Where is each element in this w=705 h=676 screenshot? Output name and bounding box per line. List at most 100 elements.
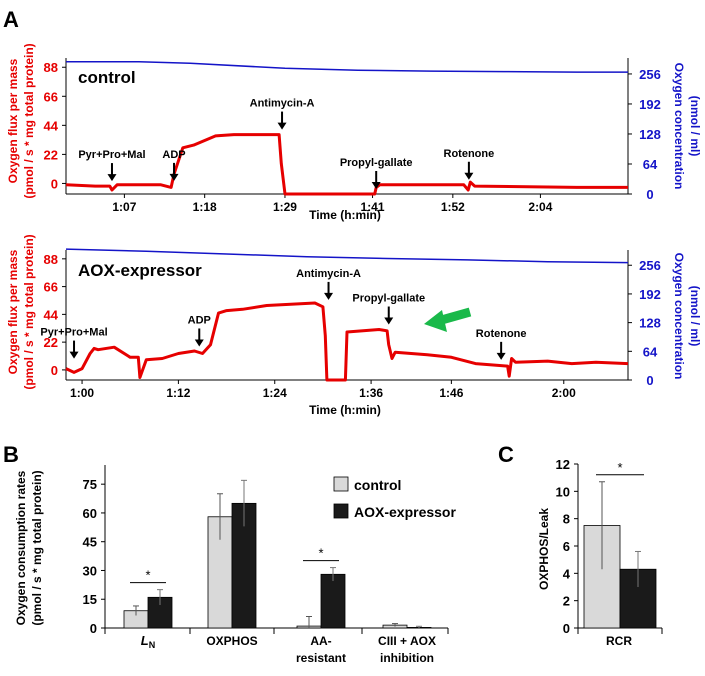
b-cat-aa-1: AA- bbox=[310, 634, 331, 648]
left-tick-label: 44 bbox=[44, 118, 59, 133]
a2-plot: 88 66 44 22 0 256 192 128 64 0 1:00 1:12 1:24 1:36 1:4… bbox=[40, 248, 661, 400]
a1-ylabel-right-2: (nmol / ml) bbox=[688, 96, 702, 157]
left-tick-label: 66 bbox=[44, 280, 58, 295]
y-tick-label: 75 bbox=[83, 477, 97, 492]
left-tick-label: 88 bbox=[44, 252, 58, 267]
left-tick-label: 0 bbox=[51, 176, 58, 191]
y-tick-label: 12 bbox=[556, 457, 570, 472]
b-cat-ciii-1: CIII + AOX bbox=[378, 634, 436, 648]
x-tick-label: 2:04 bbox=[528, 200, 552, 214]
panel-label-b: B bbox=[3, 442, 19, 467]
annotation-arrow-head bbox=[277, 122, 287, 130]
left-tick-label: 22 bbox=[44, 335, 58, 350]
annotation-label: Pyr+Pro+Mal bbox=[78, 149, 145, 161]
a1-ylabel-right-1: Oxygen concentration bbox=[672, 63, 686, 190]
b-ylabel-2: (pmol / s * mg total protein) bbox=[30, 470, 44, 625]
c-cat-rcr: RCR bbox=[606, 634, 632, 648]
panel-b: 0 15 30 45 60 75 * * Oxygen consumption rates (… bbox=[14, 465, 456, 665]
legend-swatch-aox bbox=[333, 503, 349, 519]
c-ylabel: OXPHOS/Leak bbox=[537, 508, 551, 590]
x-tick-label: 1:41 bbox=[361, 200, 385, 214]
x-tick-label: 2:00 bbox=[552, 386, 576, 400]
b-cat-aa-2: resistant bbox=[296, 651, 346, 665]
a2-xlabel: Time (h:min) bbox=[309, 403, 381, 417]
x-tick-label: 1:36 bbox=[359, 386, 383, 400]
annotation-label: Rotenone bbox=[444, 148, 495, 160]
x-tick-label: 1:29 bbox=[273, 200, 297, 214]
y-tick-label: 0 bbox=[563, 621, 570, 636]
left-tick-label: 66 bbox=[44, 89, 58, 104]
annotation-label: Rotenone bbox=[476, 328, 527, 340]
a2-ylabel-left-1: Oxygen flux per mass bbox=[6, 249, 20, 374]
left-tick-label: 0 bbox=[51, 363, 58, 378]
panel-label-c: C bbox=[498, 442, 514, 467]
left-tick-label: 22 bbox=[44, 147, 58, 162]
annotation-arrow-head bbox=[107, 174, 117, 182]
legend-label-control: control bbox=[354, 477, 401, 493]
b-cat-ln-sub: N bbox=[149, 640, 156, 650]
significance-star: * bbox=[617, 460, 622, 475]
x-tick-label: 1:00 bbox=[70, 386, 94, 400]
legend-label-aox: AOX-expressor bbox=[354, 504, 456, 520]
a1-plot: 88 66 44 22 0 256 192 128 64 0 1:07 1:18 1:29 1:41 1:5… bbox=[44, 58, 661, 214]
y-tick-label: 4 bbox=[563, 566, 571, 581]
right-tick-label: 64 bbox=[643, 344, 658, 359]
annotation-arrow-head bbox=[169, 173, 179, 181]
annotation-label: ADP bbox=[188, 314, 211, 326]
c-plot: 0 2 4 6 8 10 12 * bbox=[556, 457, 663, 636]
b-plot: 0 15 30 45 60 75 * * bbox=[83, 465, 449, 636]
a2-ylabel-right-1: Oxygen concentration bbox=[672, 253, 686, 380]
y-tick-label: 45 bbox=[83, 535, 97, 550]
b-ylabel-1: Oxygen consumption rates bbox=[14, 470, 28, 625]
right-tick-label: 256 bbox=[639, 258, 661, 273]
b-legend: control AOX-expressor bbox=[333, 476, 456, 520]
oxygen-flux-line bbox=[65, 301, 629, 382]
annotation-arrow-head bbox=[69, 351, 79, 359]
annotation-arrow-head bbox=[384, 317, 394, 325]
oxygen-flux-line bbox=[65, 133, 628, 196]
annotation-arrow-head bbox=[324, 292, 334, 300]
a2-ylabel-left-2: (pmol / s * mg total protein) bbox=[22, 234, 36, 389]
x-tick-label: 1:52 bbox=[441, 200, 465, 214]
a2-ylabel-right-2: (nmol / ml) bbox=[688, 286, 702, 347]
y-tick-label: 8 bbox=[563, 512, 570, 527]
oxygen-concentration-line bbox=[65, 248, 629, 264]
annotation-label: ADP bbox=[162, 149, 185, 161]
right-tick-label: 0 bbox=[646, 373, 653, 388]
x-tick-label: 1:18 bbox=[193, 200, 217, 214]
b-cat-ln: LN bbox=[141, 633, 155, 650]
a1-title: control bbox=[78, 68, 136, 87]
panel-c: 0 2 4 6 8 10 12 * OXPHOS/Leak RCR bbox=[537, 457, 663, 648]
green-arrow-icon bbox=[424, 307, 472, 332]
right-tick-label: 64 bbox=[643, 157, 658, 172]
left-tick-label: 88 bbox=[44, 60, 58, 75]
x-tick-label: 1:07 bbox=[112, 200, 136, 214]
a2-title: AOX-expressor bbox=[78, 261, 202, 280]
oxygen-concentration-line bbox=[66, 61, 628, 73]
right-tick-label: 0 bbox=[646, 187, 653, 202]
right-tick-label: 128 bbox=[639, 316, 661, 331]
right-tick-label: 128 bbox=[639, 127, 661, 142]
a1-ylabel-left-2: (pmol / s * mg total protein) bbox=[22, 43, 36, 198]
b-cat-ciii-2: inhibition bbox=[380, 651, 434, 665]
left-tick-label: 44 bbox=[44, 307, 59, 322]
y-tick-label: 0 bbox=[90, 621, 97, 636]
annotation-label: Antimycin-A bbox=[296, 268, 361, 280]
bar-aox bbox=[320, 573, 346, 629]
significance-star: * bbox=[145, 568, 150, 583]
b-cat-oxphos: OXPHOS bbox=[206, 634, 257, 648]
right-tick-label: 192 bbox=[639, 97, 661, 112]
y-tick-label: 10 bbox=[556, 484, 570, 499]
significance-star: * bbox=[318, 546, 323, 561]
y-tick-label: 60 bbox=[83, 506, 97, 521]
y-tick-label: 6 bbox=[563, 539, 570, 554]
y-tick-label: 15 bbox=[83, 592, 97, 607]
annotation-arrow-head bbox=[464, 172, 474, 180]
legend-swatch-control bbox=[333, 476, 349, 492]
right-tick-label: 256 bbox=[639, 67, 661, 82]
panel-label-a: A bbox=[3, 7, 19, 32]
a1-xlabel: Time (h:min) bbox=[309, 208, 381, 222]
annotation-arrow-head bbox=[496, 352, 506, 360]
annotation-label: Antimycin-A bbox=[250, 98, 315, 110]
